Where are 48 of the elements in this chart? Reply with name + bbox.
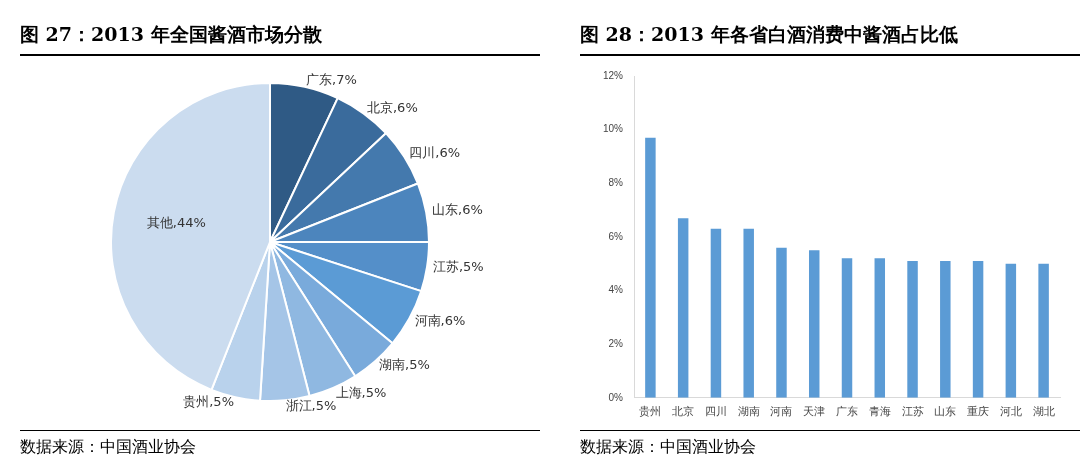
slice-label: 湖南,5% — [379, 357, 430, 373]
chart-title: 图 28：2013 年各省白酒消费中酱酒占比低 — [580, 22, 1080, 56]
bar — [710, 228, 722, 398]
y-tick-label: 4% — [608, 284, 624, 296]
slice-label: 山东,6% — [432, 202, 483, 218]
slice-label: 广东,7% — [305, 72, 357, 88]
bar — [1005, 263, 1017, 398]
x-tick-label: 重庆 — [967, 405, 990, 418]
slice-label: 浙江,5% — [285, 397, 337, 413]
bar — [841, 258, 853, 398]
y-tick-label: 8% — [608, 177, 624, 189]
bar — [743, 228, 754, 398]
slice-label: 四川,6% — [409, 144, 461, 160]
x-tick-label: 贵州 — [639, 405, 662, 418]
x-tick-label: 山东 — [934, 405, 957, 418]
x-tick-label: 河北 — [999, 405, 1022, 418]
y-tick-label: 10% — [603, 123, 624, 135]
x-tick-label: 广东 — [836, 405, 859, 418]
bar — [809, 250, 820, 398]
y-tick-label: 2% — [608, 337, 624, 349]
bar — [776, 247, 787, 398]
slice-label: 贵州,5% — [183, 394, 235, 410]
bar — [907, 261, 918, 398]
source-note: 数据来源：中国酒业协会 — [20, 430, 540, 458]
x-tick-label: 青海 — [868, 405, 891, 418]
y-tick-label: 0% — [608, 391, 624, 403]
x-tick-label: 湖南 — [737, 405, 760, 418]
bar — [874, 258, 886, 398]
x-tick-label: 湖北 — [1032, 405, 1055, 418]
slice-label: 河南,6% — [414, 312, 466, 328]
bar — [972, 261, 984, 398]
slice-label: 其他,44% — [146, 215, 206, 231]
slice-label: 上海,5% — [335, 384, 387, 400]
bar — [940, 261, 951, 398]
slice-label: 北京,6% — [366, 99, 418, 115]
x-tick-label: 天津 — [803, 405, 826, 418]
chart-title: 图 27：2013 年全国酱酒市场分散 — [20, 22, 540, 56]
source-note: 数据来源：中国酒业协会 — [580, 430, 1080, 458]
slice-label: 江苏,5% — [432, 259, 484, 275]
y-tick-label: 12% — [603, 69, 624, 81]
x-tick-label: 四川 — [704, 405, 727, 418]
x-tick-label: 北京 — [672, 405, 695, 418]
x-tick-label: 河南 — [770, 405, 793, 418]
bar — [1038, 263, 1049, 398]
bar — [645, 137, 656, 398]
bar — [677, 218, 689, 398]
y-tick-label: 6% — [608, 230, 624, 242]
x-tick-label: 江苏 — [901, 405, 924, 418]
